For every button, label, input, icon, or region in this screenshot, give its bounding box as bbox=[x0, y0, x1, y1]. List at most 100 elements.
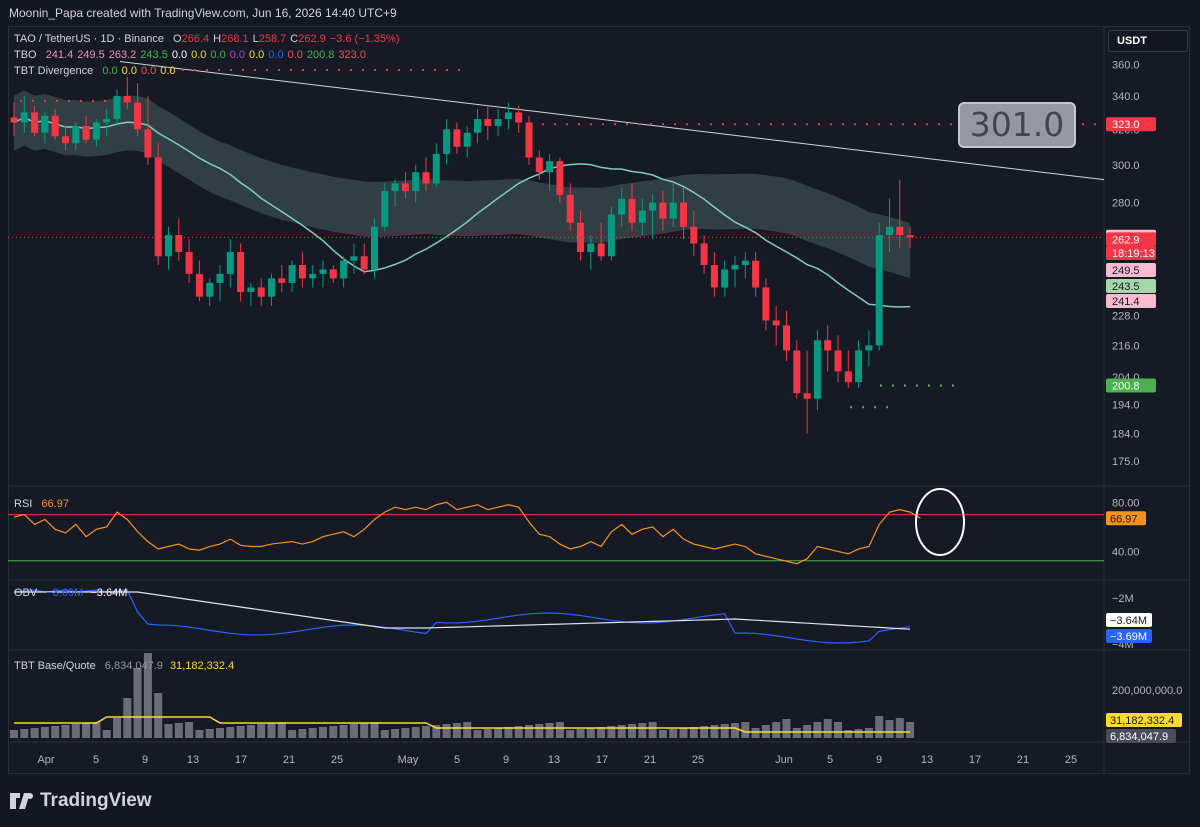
currency-button[interactable]: USDT bbox=[1108, 30, 1188, 52]
candle-body bbox=[855, 350, 863, 383]
price-callout[interactable]: 301.0 bbox=[958, 102, 1076, 148]
candle-body bbox=[350, 256, 358, 261]
candle-body bbox=[226, 251, 234, 274]
price-label-bg bbox=[1106, 117, 1156, 132]
candle-body bbox=[484, 119, 492, 126]
volume-bar bbox=[813, 722, 822, 738]
volume-bar bbox=[473, 730, 482, 738]
candle-body bbox=[195, 273, 203, 297]
candle-body bbox=[268, 278, 275, 297]
volume-bar bbox=[566, 730, 575, 738]
volume-bar bbox=[246, 725, 255, 738]
rsi-value-bg bbox=[1106, 511, 1146, 526]
volume-bar bbox=[555, 722, 564, 738]
time-tick: 13 bbox=[548, 754, 560, 766]
ohlc-change: −3.6 (−1.35%) bbox=[329, 33, 400, 45]
volume-bar bbox=[617, 725, 626, 738]
price-tick: 216.0 bbox=[1112, 340, 1140, 352]
symbol-row: TAO / TetherUS · 1D · Binance O266.4 H268… bbox=[14, 31, 403, 47]
candle-body bbox=[906, 235, 914, 238]
tbo-value: 263.2 bbox=[108, 49, 137, 61]
rsi-legend: RSI 66.97 bbox=[14, 496, 69, 512]
candle-body bbox=[504, 112, 512, 120]
candle-body bbox=[752, 260, 760, 288]
time-tick: 25 bbox=[1065, 754, 1077, 766]
volume-bar bbox=[463, 722, 472, 738]
volume-bar bbox=[834, 722, 842, 738]
volume-bar bbox=[442, 724, 451, 738]
time-tick: 17 bbox=[235, 754, 247, 766]
rsi-value-label: 66.97 bbox=[1110, 513, 1138, 525]
volume-bar bbox=[895, 718, 904, 738]
volume-bar bbox=[40, 727, 49, 738]
volume-ma-line bbox=[14, 716, 911, 733]
candle-body bbox=[123, 95, 131, 103]
volume-bar bbox=[82, 723, 91, 738]
tbo-value: 0.0 bbox=[249, 49, 265, 61]
divergence-value: 0.0 bbox=[121, 65, 137, 77]
volume-bar bbox=[782, 719, 791, 738]
obv-value-blue: −3.69M bbox=[46, 587, 84, 599]
price-label: 323.0 bbox=[1112, 119, 1140, 131]
price-tick: 280.0 bbox=[1112, 198, 1140, 210]
candle-body bbox=[443, 129, 451, 154]
tradingview-logo[interactable]: TradingView bbox=[10, 790, 152, 812]
candle-body bbox=[422, 172, 430, 184]
price-label: 200.8 bbox=[1112, 380, 1140, 392]
volume-bar bbox=[226, 727, 235, 738]
obv-legend: OBV −3.69M −3.64M bbox=[14, 585, 127, 601]
volume-bar bbox=[92, 722, 101, 738]
time-tick: 13 bbox=[187, 754, 199, 766]
candle-body bbox=[556, 161, 564, 195]
obv-white-bg bbox=[1106, 613, 1152, 627]
candle-body bbox=[566, 194, 574, 223]
candle-body bbox=[237, 251, 245, 293]
candle-body bbox=[494, 119, 502, 126]
volume-bar bbox=[710, 725, 719, 738]
candle-body bbox=[257, 287, 265, 297]
volume-gray-label: 6,834,047.9 bbox=[1110, 731, 1168, 743]
candle-body bbox=[546, 161, 554, 173]
tbo-value: 0.0 bbox=[229, 49, 245, 61]
volume-bar bbox=[370, 722, 379, 738]
time-tick: 17 bbox=[596, 754, 608, 766]
obv-white-label: −3.64M bbox=[1110, 615, 1147, 627]
time-tick: Apr bbox=[37, 754, 54, 766]
candle-body bbox=[525, 122, 533, 158]
volume-bar bbox=[700, 726, 709, 738]
volume-bar bbox=[113, 718, 121, 738]
candle-body bbox=[721, 269, 729, 288]
volume-bar bbox=[380, 730, 389, 738]
time-tick: 13 bbox=[921, 754, 933, 766]
brand-text: TradingView bbox=[40, 790, 152, 811]
volume-label: TBT Base/Quote bbox=[14, 660, 96, 672]
candle-body bbox=[381, 191, 389, 227]
obv-value-white: −3.64M bbox=[90, 587, 128, 599]
divergence-label: TBT Divergence bbox=[14, 65, 94, 77]
volume-bar bbox=[607, 726, 616, 738]
volume-bar bbox=[494, 728, 503, 738]
volume-bar bbox=[288, 730, 297, 738]
volume-bar bbox=[906, 722, 915, 738]
candle-body bbox=[20, 112, 28, 123]
volume-bar bbox=[133, 668, 142, 738]
volume-bar bbox=[319, 727, 327, 738]
tbo-value: 0.0 bbox=[210, 49, 226, 61]
candle-body bbox=[896, 226, 904, 236]
tbo-values: 241.4 249.5 263.2 243.5 0.0 0.0 0.0 0.0 0.0 0.0 0.… bbox=[46, 49, 370, 61]
candle-body bbox=[175, 235, 183, 252]
volume-bar bbox=[504, 727, 513, 738]
rsi-label: RSI bbox=[14, 498, 33, 510]
candle-body bbox=[587, 243, 595, 252]
volume-bar bbox=[638, 723, 647, 738]
footer: TradingView bbox=[0, 774, 1200, 827]
candle-body bbox=[31, 112, 39, 133]
tbo-value: 241.4 bbox=[45, 49, 74, 61]
price-label: 243.5 bbox=[1112, 281, 1140, 293]
time-tick: May bbox=[398, 754, 419, 766]
candle-body bbox=[298, 265, 306, 279]
time-tick: 5 bbox=[454, 754, 460, 766]
candle-body bbox=[659, 202, 667, 219]
volume-bar bbox=[339, 725, 348, 738]
